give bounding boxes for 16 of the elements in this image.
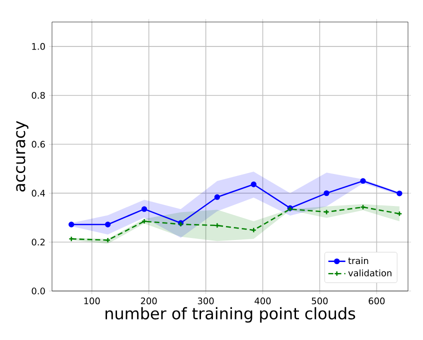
y-tick-label: 0.6 [32,140,45,148]
y-tick-label: 0.2 [32,238,45,246]
x-axis-title: number of training point clouds [106,307,356,323]
y-tick-label: 0.0 [32,288,45,294]
legend-label: train [348,257,368,264]
y-tick-label: 0.8 [32,92,45,99]
y-axis-title: accuracy [16,121,28,192]
x-tick-label: 600 [368,298,385,304]
x-tick-label: 300 [198,298,214,304]
y-tick-label: 1.0 [32,43,45,50]
x-tick-label: 500 [312,298,328,304]
x-tick-label: 100 [84,298,100,304]
x-tick-label: 200 [140,298,157,304]
legend-label: validation [348,269,392,276]
y-tick-label: 0.4 [32,190,45,197]
x-tick-label: 400 [254,298,271,304]
